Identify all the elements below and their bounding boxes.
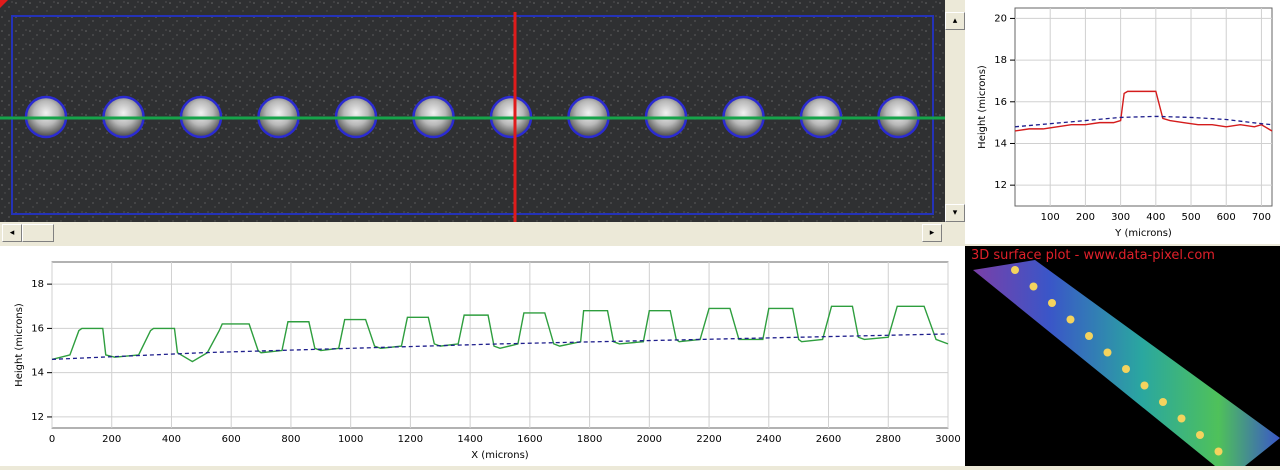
x-axis-label: Y (microns) bbox=[1114, 228, 1172, 239]
x-tick-label: 200 bbox=[102, 434, 121, 445]
x-tick-label: 600 bbox=[1217, 212, 1236, 223]
x-tick-label: 2400 bbox=[756, 434, 781, 445]
surface-peak bbox=[1140, 381, 1149, 390]
horizontal-scrollbar[interactable]: ◂ ▸ bbox=[0, 222, 945, 244]
scroll-right-button[interactable]: ▸ bbox=[922, 224, 942, 242]
vertical-scrollbar[interactable]: ▴ ▾ bbox=[945, 12, 965, 222]
y-tick-label: 12 bbox=[31, 412, 44, 423]
series-line bbox=[1014, 115, 1273, 128]
x-profile-chart: 0 200 400 600 800 1000 1200 1400 1600 1800 2000 220… bbox=[0, 246, 965, 466]
surface-peak bbox=[1048, 299, 1056, 307]
y-axis-label: Height (microns) bbox=[977, 65, 988, 149]
y-tick-label: 16 bbox=[31, 323, 44, 334]
x-tick-label: 400 bbox=[162, 434, 181, 445]
corner-marker-icon bbox=[0, 0, 8, 8]
x-axis-label: X (microns) bbox=[471, 450, 529, 461]
scroll-up-button[interactable]: ▴ bbox=[945, 12, 965, 30]
scroll-left-button[interactable]: ◂ bbox=[2, 224, 22, 242]
image-viewer[interactable] bbox=[0, 0, 945, 222]
y-tick-label: 14 bbox=[31, 368, 44, 379]
x-tick-label: 800 bbox=[281, 434, 300, 445]
x-tick-label: 2800 bbox=[876, 434, 901, 445]
surface-peak bbox=[1122, 365, 1130, 373]
surface-peak bbox=[1066, 315, 1075, 324]
x-tick-label: 1000 bbox=[338, 434, 363, 445]
x-tick-label: 3000 bbox=[935, 434, 960, 445]
surface-peak bbox=[1214, 447, 1223, 456]
surface-canvas: 3D surface plot - www.data-pixel.com bbox=[971, 248, 1280, 466]
surface-peak bbox=[1029, 282, 1038, 291]
x-tick-label: 500 bbox=[1181, 212, 1200, 223]
image-canvas bbox=[0, 0, 945, 222]
x-tick-label: 1600 bbox=[517, 434, 542, 445]
x-tick-label: 1200 bbox=[398, 434, 423, 445]
surface-plot: 3D surface plot - www.data-pixel.com bbox=[965, 246, 1280, 466]
surface-peak bbox=[1103, 348, 1112, 357]
y-tick-label: 12 bbox=[994, 180, 1007, 191]
x-tick-label: 400 bbox=[1146, 212, 1165, 223]
y-axis-label: Height (microns) bbox=[14, 303, 25, 387]
x-tick-label: 300 bbox=[1111, 212, 1130, 223]
plot-area bbox=[51, 261, 949, 429]
plot-area bbox=[1014, 7, 1273, 207]
surface-peak bbox=[1196, 431, 1204, 439]
surface-peak bbox=[1177, 414, 1186, 423]
x-tick-label: 1400 bbox=[457, 434, 482, 445]
scroll-down-button[interactable]: ▾ bbox=[945, 204, 965, 222]
surface-plot-title: 3D surface plot - www.data-pixel.com bbox=[971, 248, 1215, 263]
y-tick-label: 20 bbox=[994, 13, 1007, 24]
x-tick-label: 200 bbox=[1076, 212, 1095, 223]
y-tick-label: 14 bbox=[994, 138, 1007, 149]
scroll-thumb[interactable] bbox=[22, 224, 54, 242]
roi-frame[interactable] bbox=[11, 15, 934, 215]
x-tick-label: 700 bbox=[1252, 212, 1271, 223]
y-tick-label: 18 bbox=[31, 279, 44, 290]
surface-plane bbox=[973, 260, 1280, 466]
x-tick-label: 2600 bbox=[816, 434, 841, 445]
y-tick-label: 16 bbox=[994, 97, 1007, 108]
series-line bbox=[1014, 90, 1273, 132]
y-profile-chart: 100 200 300 400 500 600 700 12 14 16 18 20 Y (micron… bbox=[965, 0, 1280, 244]
series-line bbox=[51, 305, 949, 363]
x-tick-label: 0 bbox=[49, 434, 55, 445]
surface-peak bbox=[1011, 266, 1019, 274]
surface-peak bbox=[1085, 332, 1093, 340]
series-line bbox=[51, 333, 949, 361]
x-tick-label: 2000 bbox=[637, 434, 662, 445]
x-tick-label: 1800 bbox=[577, 434, 602, 445]
x-tick-label: 600 bbox=[222, 434, 241, 445]
x-tick-label: 2200 bbox=[696, 434, 721, 445]
surface-peak bbox=[1159, 398, 1167, 406]
x-tick-label: 100 bbox=[1041, 212, 1060, 223]
y-tick-label: 18 bbox=[994, 55, 1007, 66]
